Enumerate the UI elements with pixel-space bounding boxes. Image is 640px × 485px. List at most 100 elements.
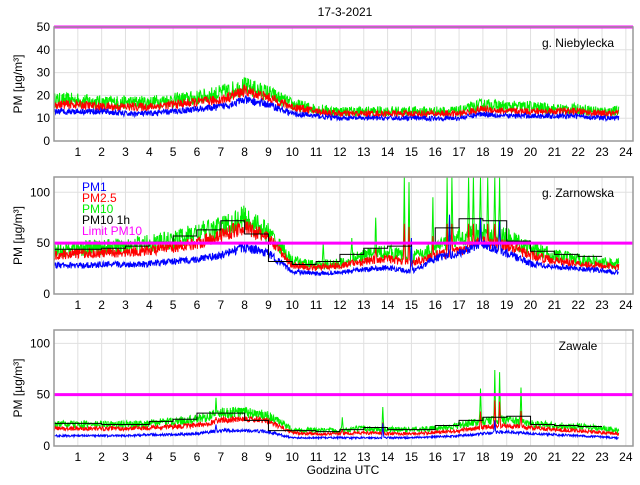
y-tick-label: 50 — [37, 236, 51, 250]
x-tick-label: 2 — [98, 450, 105, 464]
y-tick-label: 0 — [43, 287, 50, 301]
x-tick-label: 12 — [333, 450, 347, 464]
x-tick-label: 3 — [122, 145, 129, 159]
x-axis-label: Godzina UTC — [307, 463, 380, 477]
x-tick-label: 2 — [98, 145, 105, 159]
x-tick-label: 24 — [619, 145, 633, 159]
x-tick-label: 13 — [357, 298, 371, 312]
x-tick-label: 11 — [310, 298, 323, 312]
x-tick-label: 8 — [241, 450, 248, 464]
x-tick-label: 7 — [217, 450, 224, 464]
x-tick-label: 4 — [146, 145, 153, 159]
x-tick-label: 5 — [170, 145, 177, 159]
x-tick-label: 16 — [429, 298, 443, 312]
y-axis-label: PM [µg/m³] — [11, 359, 25, 418]
x-tick-label: 20 — [524, 145, 538, 159]
x-tick-label: 6 — [194, 298, 201, 312]
station-label: g. Niebylecka — [542, 36, 614, 50]
y-tick-label: 50 — [37, 388, 51, 402]
x-tick-label: 23 — [595, 298, 609, 312]
x-tick-label: 11 — [310, 145, 323, 159]
y-tick-label: 40 — [37, 43, 51, 57]
x-tick-label: 8 — [241, 298, 248, 312]
x-tick-label: 9 — [265, 450, 272, 464]
y-tick-label: 0 — [43, 439, 50, 453]
series-pm1-line — [53, 420, 619, 441]
x-tick-label: 1 — [74, 298, 81, 312]
x-tick-label: 15 — [405, 450, 419, 464]
x-tick-label: 18 — [476, 298, 490, 312]
axes-frame — [53, 176, 634, 295]
y-tick-label: 20 — [37, 88, 51, 102]
x-tick-label: 14 — [381, 450, 395, 464]
x-tick-label: 4 — [146, 450, 153, 464]
x-tick-label: 21 — [548, 145, 562, 159]
x-tick-label: 22 — [572, 450, 586, 464]
x-tick-label: 23 — [595, 145, 609, 159]
x-tick-label: 1 — [74, 145, 81, 159]
series-pm1-line — [53, 214, 619, 277]
x-tick-label: 9 — [265, 298, 272, 312]
station-label: Zawale — [559, 339, 598, 353]
station-label: g. Zarnowska — [542, 186, 614, 200]
series-pm10-1h-step — [54, 412, 603, 433]
series-pm25-line — [53, 218, 620, 272]
x-tick-label: 10 — [286, 298, 300, 312]
x-tick-label: 8 — [241, 145, 248, 159]
x-tick-label: 17 — [452, 145, 466, 159]
legend-entry: PM10 1h — [82, 213, 130, 227]
x-tick-label: 13 — [357, 145, 371, 159]
x-tick-label: 12 — [333, 298, 347, 312]
legend-entry: PM10 — [82, 202, 114, 216]
x-tick-label: 7 — [217, 298, 224, 312]
x-tick-label: 14 — [381, 145, 395, 159]
x-tick-label: 17 — [452, 450, 466, 464]
legend-entry: PM1 — [82, 180, 107, 194]
x-tick-label: 2 — [98, 298, 105, 312]
plot-area — [54, 177, 633, 294]
x-tick-label: 5 — [170, 450, 177, 464]
y-tick-label: 100 — [30, 336, 50, 350]
y-axis-label: PM [µg/m³] — [11, 206, 25, 265]
x-tick-label: 23 — [595, 450, 609, 464]
x-tick-label: 21 — [548, 450, 562, 464]
x-tick-label: 24 — [619, 450, 633, 464]
x-tick-label: 16 — [429, 450, 443, 464]
x-tick-label: 20 — [524, 450, 538, 464]
y-axis-label: PM [µg/m³] — [11, 55, 25, 114]
x-tick-label: 24 — [619, 298, 633, 312]
x-tick-label: 7 — [217, 145, 224, 159]
axes-frame — [53, 26, 634, 142]
x-tick-label: 18 — [476, 145, 490, 159]
axes-frame — [53, 329, 634, 447]
legend-entry: Limit PM10 — [82, 224, 142, 238]
x-tick-label: 13 — [357, 450, 371, 464]
x-tick-label: 9 — [265, 145, 272, 159]
x-tick-label: 19 — [500, 298, 514, 312]
y-tick-label: 100 — [30, 185, 50, 199]
x-tick-label: 1 — [74, 450, 81, 464]
x-tick-label: 11 — [310, 450, 323, 464]
series-pm25-line — [53, 400, 620, 437]
x-tick-label: 19 — [500, 450, 514, 464]
x-tick-label: 6 — [194, 450, 201, 464]
panel-2: 1 2 3 4 5 6 7 8 9 10 11 12 13 14 15 16 17 18 19 20 21 22 23 240… — [11, 329, 634, 464]
x-tick-label: 12 — [333, 145, 347, 159]
y-tick-label: 0 — [43, 134, 50, 148]
y-tick-label: 50 — [37, 20, 51, 34]
x-tick-label: 10 — [286, 145, 300, 159]
x-tick-label: 17 — [452, 298, 466, 312]
x-tick-label: 15 — [405, 298, 419, 312]
x-tick-label: 15 — [405, 145, 419, 159]
x-tick-label: 10 — [286, 450, 300, 464]
series-pm10-line — [53, 369, 620, 436]
x-tick-label: 18 — [476, 450, 490, 464]
panel-1: 1 2 3 4 5 6 7 8 9 10 11 12 13 14 15 16 17 18 19 20 21 22 23 240… — [11, 176, 634, 312]
x-tick-label: 21 — [548, 298, 562, 312]
y-tick-label: 10 — [37, 111, 51, 125]
y-tick-label: 30 — [37, 66, 51, 80]
x-tick-label: 20 — [524, 298, 538, 312]
x-tick-label: 14 — [381, 298, 395, 312]
x-tick-label: 5 — [170, 298, 177, 312]
